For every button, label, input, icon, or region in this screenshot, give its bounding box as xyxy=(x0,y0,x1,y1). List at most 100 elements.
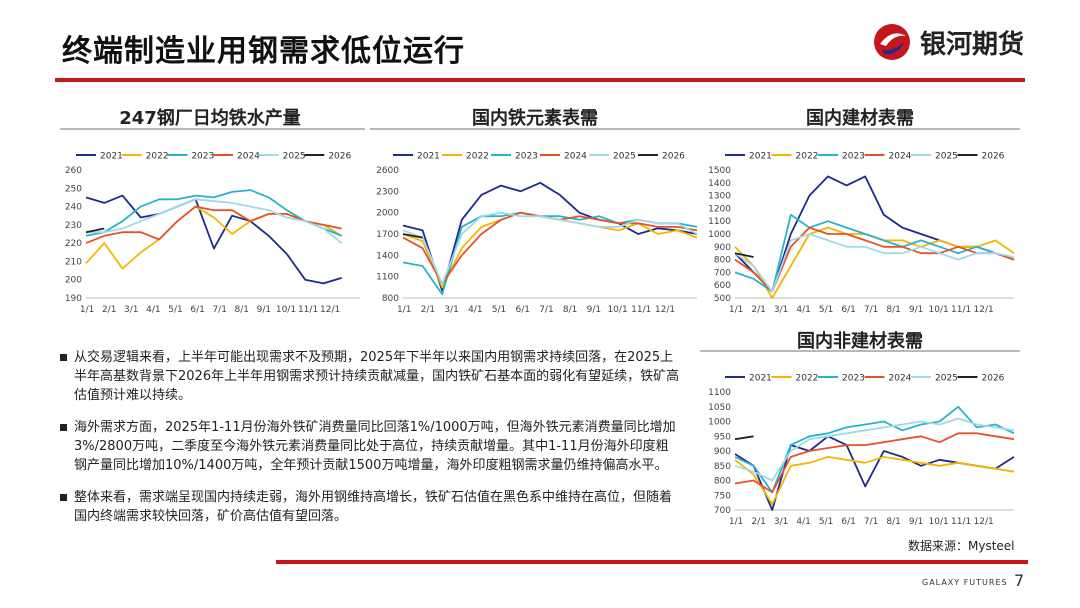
series-line-2024 xyxy=(85,205,342,244)
legend-label-2022: 2022 xyxy=(146,152,169,162)
x-tick-label: 5/1 xyxy=(492,305,506,315)
y-tick-label: 500 xyxy=(714,294,731,304)
x-tick-label: 6/1 xyxy=(841,517,855,527)
y-tick-label: 220 xyxy=(65,239,82,249)
y-tick-label: 1200 xyxy=(708,204,731,214)
series-line-2025 xyxy=(86,198,343,244)
chart-iron-element-demand: 2021 2022 2023 2024 2025 2026 800 1100 1400 1700 2… xyxy=(376,152,698,315)
x-tick-label: 6/1 xyxy=(841,305,855,315)
y-tick-label: 1400 xyxy=(376,251,399,261)
series-line-2026 xyxy=(402,233,423,239)
y-tick-label: 200 xyxy=(65,276,82,286)
series-line-2025 xyxy=(402,211,698,285)
series-line-2026 xyxy=(734,435,754,441)
y-tick-label: 1000 xyxy=(708,230,731,240)
y-tick-label: 850 xyxy=(714,462,731,472)
bullet-3: 整体来看，需求端呈现国内持续走弱，海外用钢维持高增长，铁矿石估值在黑色系中维持在… xyxy=(60,488,680,526)
y-tick-label: 260 xyxy=(65,166,82,176)
y-tick-label: 750 xyxy=(714,491,731,501)
x-tick-label: 8/1 xyxy=(886,517,900,527)
y-tick-label: 2600 xyxy=(376,166,399,176)
series-line-2026 xyxy=(734,252,754,258)
y-tick-label: 700 xyxy=(714,268,731,278)
legend-label-2023: 2023 xyxy=(842,152,865,162)
x-tick-label: 11/1 xyxy=(631,305,651,315)
legend-label-2026: 2026 xyxy=(982,374,1005,384)
legend-label-2026: 2026 xyxy=(662,152,685,162)
x-tick-label: 12/1 xyxy=(974,517,994,527)
y-tick-label: 2000 xyxy=(376,209,399,219)
legend-label-2024: 2024 xyxy=(889,374,912,384)
x-tick-label: 3/1 xyxy=(124,305,138,315)
y-tick-label: 230 xyxy=(65,221,82,231)
y-tick-label: 1050 xyxy=(708,403,731,413)
x-tick-label: 2/1 xyxy=(751,517,765,527)
x-tick-label: 5/1 xyxy=(819,305,833,315)
x-tick-label: 2/1 xyxy=(751,305,765,315)
panel-rule-4 xyxy=(700,350,1020,352)
legend-label-2021: 2021 xyxy=(417,152,440,162)
x-tick-label: 7/1 xyxy=(212,305,226,315)
y-tick-label: 1100 xyxy=(708,388,731,398)
y-tick-label: 600 xyxy=(714,281,731,291)
x-tick-label: 1/1 xyxy=(80,305,94,315)
y-tick-label: 1000 xyxy=(708,418,731,428)
legend-label-2024: 2024 xyxy=(564,152,587,162)
series-line-2024 xyxy=(734,226,1015,293)
y-tick-label: 250 xyxy=(65,184,82,194)
series-line-2023 xyxy=(402,211,698,296)
legend-label-2025: 2025 xyxy=(935,374,958,384)
x-tick-label: 12/1 xyxy=(655,305,675,315)
x-tick-label: 5/1 xyxy=(168,305,182,315)
panel-title-1: 247钢厂日均铁水产量 xyxy=(119,108,301,129)
legend-label-2024: 2024 xyxy=(237,152,260,162)
footer-brand: GALAXY FUTURES xyxy=(922,578,1008,587)
y-tick-label: 800 xyxy=(714,256,731,266)
y-tick-label: 2300 xyxy=(376,187,399,197)
x-tick-label: 1/1 xyxy=(397,305,411,315)
data-source: 数据来源：Mysteel xyxy=(908,539,1015,553)
x-tick-label: 9/1 xyxy=(909,305,923,315)
legend-label-2025: 2025 xyxy=(283,152,306,162)
x-tick-label: 10/1 xyxy=(929,517,949,527)
x-tick-label: 1/1 xyxy=(729,305,743,315)
series-line-2025 xyxy=(734,233,1015,293)
panel-rule-2 xyxy=(370,128,700,130)
series-line-2024 xyxy=(734,432,1015,494)
series-line-2023 xyxy=(734,405,1015,494)
panel-title-2: 国内铁元素表需 xyxy=(472,108,598,129)
legend-label-2023: 2023 xyxy=(191,152,214,162)
x-tick-label: 6/1 xyxy=(190,305,204,315)
x-tick-label: 9/1 xyxy=(587,305,601,315)
x-tick-label: 9/1 xyxy=(909,517,923,527)
legend-label-2024: 2024 xyxy=(889,152,912,162)
page-number: 7 xyxy=(1014,571,1025,590)
panel-rule-3 xyxy=(700,128,1020,130)
x-tick-label: 8/1 xyxy=(886,305,900,315)
chart-non-construction-steel-demand: 2021 2022 2023 2024 2025 2026 700 750 800 850 900 9… xyxy=(708,374,1015,527)
slide-title: 终端制造业用钢需求低位运行 xyxy=(62,34,465,69)
analysis-bullets: 从交易逻辑来看，上半年可能出现需求不及预期，2025年下半年以来国内用钢需求持续… xyxy=(60,348,680,539)
legend-label-2025: 2025 xyxy=(613,152,636,162)
x-tick-label: 8/1 xyxy=(563,305,577,315)
y-tick-label: 240 xyxy=(65,203,82,213)
y-tick-label: 1100 xyxy=(708,217,731,227)
x-tick-label: 11/1 xyxy=(298,305,318,315)
bullet-2: 海外需求方面，2025年1-11月份海外铁矿消费量同比回落1%/1000万吨，但… xyxy=(60,418,680,475)
series-line-2021 xyxy=(85,194,342,285)
x-tick-label: 3/1 xyxy=(774,517,788,527)
footer-rule xyxy=(276,560,1028,564)
series-line-2023 xyxy=(85,189,343,237)
legend-label-2021: 2021 xyxy=(749,374,772,384)
legend-label-2023: 2023 xyxy=(515,152,538,162)
y-tick-label: 800 xyxy=(714,477,731,487)
x-tick-label: 4/1 xyxy=(146,305,160,315)
series-line-2022 xyxy=(734,226,1015,299)
series-line-2022 xyxy=(85,205,343,270)
x-tick-label: 12/1 xyxy=(320,305,340,315)
x-tick-label: 7/1 xyxy=(539,305,553,315)
x-tick-label: 7/1 xyxy=(864,305,878,315)
series-line-2026 xyxy=(85,227,105,234)
x-tick-label: 6/1 xyxy=(515,305,529,315)
x-tick-label: 2/1 xyxy=(102,305,116,315)
